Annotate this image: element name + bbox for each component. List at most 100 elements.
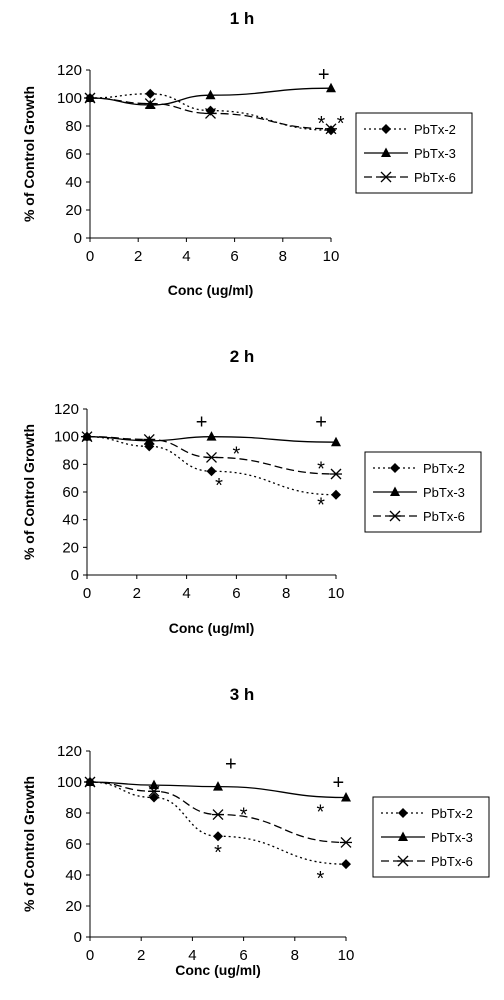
y-tick-label: 80 (62, 456, 79, 473)
y-axis-label: % of Control Growth (21, 86, 37, 222)
significance-mark: * (317, 868, 325, 890)
y-tick-label: 80 (65, 805, 82, 822)
x-tick-label: 8 (291, 947, 299, 964)
legend-marker (398, 808, 408, 818)
legend-label: PbTx-2 (431, 806, 473, 821)
chart-title: 3 h (230, 685, 255, 704)
data-point (331, 436, 341, 447)
legend: PbTx-2 PbTx-3 PbTx-6 (355, 112, 473, 194)
legend-label: PbTx-2 (414, 122, 456, 137)
data-point (143, 433, 156, 445)
legend-marker (380, 171, 392, 183)
y-tick-label: 60 (65, 146, 82, 163)
legend-box (364, 451, 482, 533)
significance-mark: + (315, 411, 327, 433)
y-tick-label: 20 (62, 539, 79, 556)
data-point (325, 123, 337, 135)
x-tick-label: 6 (232, 585, 240, 602)
x-tick-label: 10 (323, 248, 340, 265)
significance-mark: + (332, 772, 344, 794)
x-tick-label: 2 (134, 248, 142, 265)
data-point (326, 82, 336, 93)
series-line (89, 87, 332, 106)
legend-label: PbTx-6 (431, 854, 473, 869)
series-line (86, 436, 337, 443)
data-point (149, 779, 159, 790)
data-point (204, 107, 217, 119)
chart-title: 2 h (230, 347, 255, 366)
series-PbTx-3 (85, 776, 351, 802)
legend-marker (381, 147, 391, 157)
series-line (89, 97, 332, 130)
chart-title: 1 h (230, 9, 255, 28)
x-tick-label: 2 (137, 947, 145, 964)
y-tick-label: 60 (62, 484, 79, 501)
x-tick-label: 0 (86, 248, 94, 265)
y-tick-label: 20 (65, 898, 82, 915)
data-point (84, 92, 96, 104)
x-tick-label: 4 (188, 947, 196, 964)
series-PbTx-6 (84, 776, 352, 848)
x-tick-label: 0 (86, 947, 94, 964)
data-point (330, 468, 342, 480)
legend-marker (389, 510, 401, 522)
significance-mark: + (196, 411, 208, 433)
data-point (84, 776, 96, 788)
legend-marker (381, 124, 391, 134)
data-point (148, 785, 160, 797)
y-tick-label: 0 (74, 230, 82, 247)
x-axis-label: Conc (ug/ml) (168, 282, 254, 298)
data-point (213, 781, 223, 791)
data-point (341, 792, 351, 802)
data-point (341, 859, 351, 870)
x-tick-label: 2 (133, 585, 141, 602)
x-tick-label: 6 (239, 947, 247, 964)
significance-mark: * (317, 494, 325, 516)
data-point (206, 431, 217, 441)
legend-label: PbTx-3 (423, 485, 465, 500)
significance-mark: * (240, 805, 248, 827)
legend-marker (390, 463, 400, 473)
series-PbTx-6 (81, 431, 342, 480)
legend: PbTx-2 PbTx-3 PbTx-6 (364, 451, 482, 533)
y-tick-label: 120 (54, 401, 79, 418)
y-tick-label: 60 (65, 836, 82, 853)
data-point (144, 98, 157, 110)
series-line (86, 436, 337, 496)
legend: PbTx-2 PbTx-3 PbTx-6 (372, 796, 490, 878)
legend-label: PbTx-6 (414, 170, 456, 185)
legend-marker (398, 831, 408, 841)
data-point (331, 489, 341, 500)
legend-label: PbTx-3 (414, 146, 456, 161)
x-axis-label: Conc (ug/ml) (175, 962, 261, 978)
data-point (326, 125, 336, 136)
x-axis-label: Conc (ug/ml) (169, 620, 255, 636)
significance-mark: * (215, 475, 223, 497)
series-line (89, 93, 332, 131)
chart-1: 1 h 0 20 40 60 80 100 120 0 2 4 6 8 10 Conc (ug/ml) % o… (21, 9, 473, 298)
x-tick-label: 8 (279, 248, 287, 265)
chart-2: 2 h 0 20 40 60 80 100 120 0 2 4 6 8 10 Conc (ug/ml) % o… (21, 347, 482, 636)
y-tick-label: 100 (57, 774, 82, 791)
data-point (206, 466, 217, 477)
y-tick-label: 100 (54, 429, 79, 446)
x-tick-label: 4 (182, 585, 190, 602)
series-PbTx-3 (85, 82, 336, 109)
series-line (89, 781, 347, 799)
y-axis-label: % of Control Growth (21, 776, 37, 912)
x-tick-label: 0 (83, 585, 91, 602)
data-point (145, 88, 156, 99)
significance-mark: + (318, 64, 330, 86)
y-tick-label: 80 (65, 118, 82, 135)
x-tick-label: 10 (338, 947, 355, 964)
series-line (86, 436, 337, 475)
legend-marker (390, 486, 400, 496)
x-tick-label: 8 (282, 585, 290, 602)
y-tick-label: 0 (74, 929, 82, 946)
significance-mark: * (317, 801, 325, 823)
data-point (212, 809, 224, 821)
data-point (149, 792, 159, 803)
x-tick-label: 10 (328, 585, 345, 602)
legend-label: PbTx-3 (431, 830, 473, 845)
legend-label: PbTx-6 (423, 509, 465, 524)
